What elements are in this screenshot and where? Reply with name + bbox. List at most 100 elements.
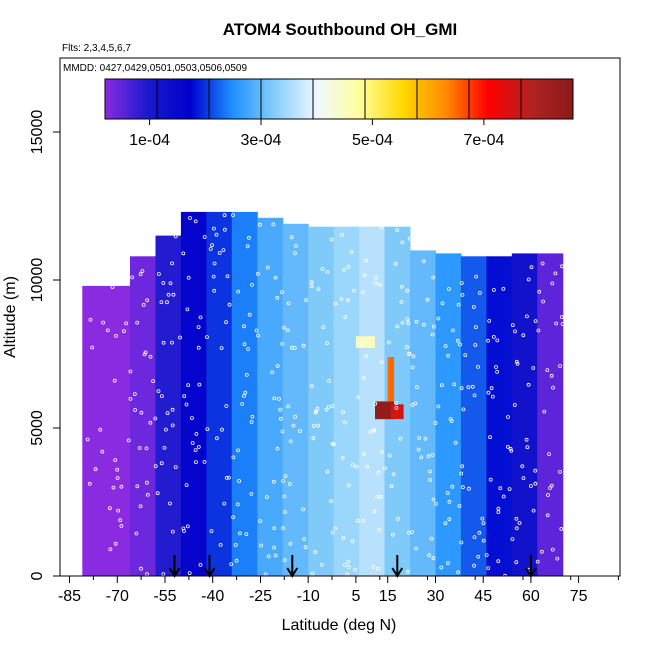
sample-point-257	[343, 420, 347, 425]
sample-point-345	[456, 302, 461, 307]
sample-point-108	[229, 562, 234, 567]
sample-point-337	[426, 454, 431, 459]
colorbar-segment-23	[158, 79, 162, 119]
sample-point-448	[546, 493, 550, 497]
sample-point-181	[272, 545, 277, 550]
sample-point-245	[341, 536, 346, 540]
sample-point-65	[170, 261, 175, 266]
x-tick-label-10: 60	[522, 588, 540, 605]
colorbar-segment-159	[477, 79, 480, 119]
colorbar-segment-123	[392, 79, 396, 119]
colorbar-segment-176	[516, 79, 520, 119]
sample-point-171	[278, 416, 283, 421]
plot-area	[82, 211, 565, 578]
colorbar-segment-29	[172, 79, 176, 119]
latitude-band-15	[486, 256, 513, 576]
colorbar-segment-63	[252, 79, 256, 119]
colorbar-segment-101	[341, 79, 345, 119]
latitude-band-0	[82, 285, 131, 576]
sample-point-435	[525, 445, 530, 450]
sample-point-219	[329, 237, 334, 242]
plot-border	[59, 57, 621, 577]
colorbar-segment-51	[224, 79, 228, 119]
sample-point-66	[170, 529, 175, 534]
colorbar-segment-31	[177, 79, 181, 119]
colorbar-segment-167	[495, 79, 499, 119]
colorbar-segment-179	[523, 79, 527, 119]
colorbar-segment-132	[413, 79, 417, 119]
sample-point-301	[391, 472, 396, 477]
sample-point-416	[514, 359, 519, 364]
sample-point-165	[272, 396, 277, 401]
sample-point-385	[476, 364, 480, 369]
colorbar-tick-label-2: 5e-04	[352, 132, 393, 149]
sample-point-106	[205, 427, 210, 432]
sample-point-109	[214, 436, 219, 441]
sample-point-107	[214, 232, 219, 237]
sample-point-292	[395, 228, 400, 233]
sample-point-86	[181, 251, 186, 256]
mmdd-label: MMDD: 0427,0429,0501,0503,0506,0509	[63, 63, 247, 74]
sample-point-282	[375, 495, 380, 499]
sample-point-279	[361, 519, 366, 523]
sample-point-303	[400, 320, 405, 325]
sample-point-94	[196, 325, 201, 330]
sample-point-466	[536, 328, 541, 333]
colorbar-segment-59	[243, 79, 246, 119]
sample-point-85	[202, 459, 207, 464]
colorbar-segment-34	[184, 79, 188, 119]
sample-point-0	[111, 485, 116, 490]
sample-point-380	[471, 305, 476, 309]
sample-point-11	[115, 467, 120, 472]
sample-point-462	[551, 385, 555, 390]
x-tick-label-4: -25	[249, 588, 272, 605]
sample-point-251	[340, 455, 345, 460]
colorbar-segment-16	[142, 79, 146, 119]
latitude-band-13	[435, 253, 462, 576]
x-tick-label-2: -55	[153, 588, 176, 605]
colorbar-segment-78	[287, 79, 291, 119]
sample-point-69	[161, 340, 166, 345]
sample-point-274	[364, 258, 369, 263]
sample-point-95	[185, 524, 190, 529]
colorbar-segment-125	[397, 79, 401, 119]
sample-point-104	[220, 427, 224, 432]
sample-point-2	[112, 378, 117, 383]
sample-point-355	[436, 404, 441, 409]
sample-point-311	[394, 401, 399, 406]
colorbar-segment-113	[369, 79, 373, 119]
sample-point-110	[208, 247, 213, 251]
colorbar-segment-32	[179, 79, 183, 119]
sample-point-17	[98, 427, 103, 432]
colorbar-segment-166	[493, 79, 497, 119]
flights-label: Flts: 2,3,4,5,6,7	[62, 43, 131, 54]
sample-point-433	[513, 329, 517, 334]
colorbar-segment-36	[189, 79, 192, 119]
colorbar-segment-190	[549, 79, 553, 119]
colorbar-segment-183	[533, 79, 536, 119]
sample-point-54	[161, 281, 166, 285]
sample-point-88	[184, 483, 189, 488]
sample-point-382	[460, 464, 465, 469]
sample-point-327	[417, 436, 422, 440]
sample-point-15	[119, 524, 124, 528]
colorbar-segment-8	[123, 79, 127, 119]
colorbar-segment-102	[343, 79, 347, 119]
sample-point-28	[138, 272, 143, 277]
sample-point-402	[491, 288, 496, 292]
sample-point-128	[222, 501, 227, 506]
sample-point-84	[184, 402, 189, 407]
sample-point-340	[457, 504, 462, 508]
sample-point-426	[521, 333, 526, 338]
sample-point-35	[141, 302, 146, 307]
colorbar-segment-199	[570, 79, 574, 119]
sample-point-172	[271, 222, 276, 227]
latitude-band-12	[410, 250, 436, 576]
sample-point-394	[495, 338, 500, 343]
sample-point-363	[448, 417, 453, 421]
colorbar-segment-185	[537, 79, 541, 119]
sample-point-234	[349, 250, 354, 254]
colorbar-segment-52	[226, 79, 230, 119]
sample-point-308	[405, 317, 410, 322]
sample-point-216	[330, 404, 335, 408]
